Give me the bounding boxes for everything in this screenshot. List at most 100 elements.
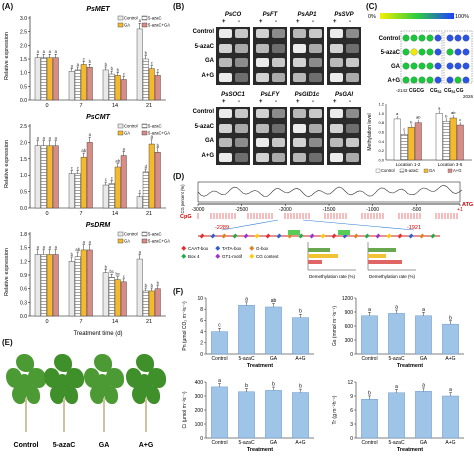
motif-marker (408, 233, 414, 239)
panel-d-promoter-map: CG percent (%) -3000 -2500 -2000 -1500 -1000 -… (180, 181, 473, 279)
plus-minus-label: + (222, 19, 226, 25)
methylation-site-circle (446, 34, 454, 42)
significance-letter: a (368, 307, 371, 313)
y-tick-label: 0 (350, 352, 353, 358)
y-tick-label: 10 (197, 296, 203, 302)
methylation-site-circle (410, 62, 418, 70)
plus-minus-label: + (222, 99, 226, 105)
y-tick-label: 12 (347, 380, 353, 386)
bar (46, 145, 53, 209)
panel-c-methylation: 0% 100% Control 5-azaC GA A+G -2142 CGCG CGS2 CGS… (367, 13, 474, 173)
significance-letter: a (71, 63, 74, 68)
gel-band (219, 43, 232, 53)
bar (120, 79, 127, 101)
significance-letter: c (151, 61, 153, 66)
y-tick-label: 0.3 (20, 300, 27, 306)
y-tick-label: 300 (345, 338, 354, 344)
bar (80, 64, 87, 101)
methylation-row-label: 5-azaC (381, 50, 401, 56)
leaf-photo (84, 354, 124, 434)
gel-band (346, 152, 359, 162)
leaf-stem (103, 398, 105, 432)
gel-band (272, 29, 285, 38)
methylation-site-circle (402, 76, 410, 84)
methylation-site-circle (402, 48, 410, 56)
gel-band (309, 43, 322, 53)
plus-minus-label: - (312, 99, 314, 105)
significance-letter: ab (451, 110, 456, 115)
panel-e-label: (E) (2, 338, 13, 347)
gel-band (219, 152, 232, 162)
gel-band (235, 109, 248, 118)
x-axis-label: Treatment (397, 363, 423, 369)
gel-band (219, 138, 232, 147)
motif-marker (243, 233, 249, 239)
bar (265, 390, 282, 439)
color-scale-bar (380, 13, 454, 19)
y-tick-label: 3.0 (20, 16, 27, 22)
bar (74, 69, 81, 101)
plus-minus-label: - (238, 19, 240, 25)
significance-letter: ab (271, 298, 277, 304)
y-tick-label: 0 (200, 436, 203, 442)
significance-letter: b (145, 283, 148, 288)
significance-letter: bc (116, 272, 120, 277)
atg-label: ATG (462, 202, 473, 208)
panel-b-gel-images: PsCO + - PsFT + - PsAP1 + - PsSVP + - Control 5-azaC G… (178, 12, 364, 170)
legend-label: Control (381, 168, 395, 173)
methylation-site-circle (462, 34, 470, 42)
gel-band (235, 138, 248, 147)
y-tick-label: 4 (200, 329, 203, 335)
significance-letter: b (89, 59, 92, 64)
y-tick-label: 1.2 (378, 102, 384, 107)
gel-band (256, 109, 269, 118)
motif-legend-swatch (181, 253, 187, 259)
motif-marker (309, 233, 315, 239)
significance-letter: a (37, 49, 40, 54)
significance-letter: b (145, 51, 148, 56)
y-tick-label: 1.5 (20, 246, 27, 252)
y-axis-label: Ci (μmol m⁻²s⁻¹) (182, 391, 188, 428)
leaf-shape (138, 374, 152, 396)
x-tick-label: 7 (79, 319, 82, 325)
significance-letter: b (410, 119, 413, 124)
cg-percent-line (197, 184, 463, 198)
gel-band (346, 123, 359, 133)
significance-letter: b (151, 283, 154, 288)
y-tick-label: 300 (195, 394, 204, 400)
significance-letter: ab (416, 115, 421, 120)
bar (393, 118, 401, 161)
y-tick-label: 400 (195, 380, 204, 386)
motif-legend-swatch (215, 253, 221, 259)
bar (442, 395, 459, 439)
y-axis-label: Relative expression (4, 248, 10, 296)
motif-marker (210, 233, 216, 239)
bar (102, 69, 109, 101)
cg-percent-label: CG percent (%) (180, 184, 185, 214)
y-tick-label: 2.5 (20, 30, 27, 36)
legend-swatch (141, 231, 148, 237)
x-tick-label: 5-azaC (388, 356, 405, 362)
x-tick-label: 21 (146, 319, 152, 325)
methylation-site-circle (462, 76, 470, 84)
bar (154, 75, 161, 101)
methylation-site-circle (462, 48, 470, 56)
significance-letter: c (139, 189, 141, 194)
significance-letter: c (157, 67, 159, 72)
legend-swatch (423, 168, 429, 173)
x-tick-label: 14 (112, 319, 118, 325)
gel-band (309, 123, 322, 133)
y-axis-label: Relative expression (4, 140, 10, 188)
motif-legend-label: CAAT-box (188, 246, 209, 251)
methylation-row-label: Control (379, 36, 401, 42)
bar (120, 281, 127, 317)
motif-legend-swatch (249, 245, 255, 251)
x-axis-label: Treatment (247, 363, 273, 369)
bar (108, 73, 115, 101)
panel-f-label: (F) (173, 287, 184, 296)
bar (34, 145, 41, 209)
demeth-bar (308, 254, 338, 258)
gel-band (235, 72, 248, 82)
gel-band (235, 29, 248, 38)
y-tick-label: 900 (345, 310, 354, 316)
